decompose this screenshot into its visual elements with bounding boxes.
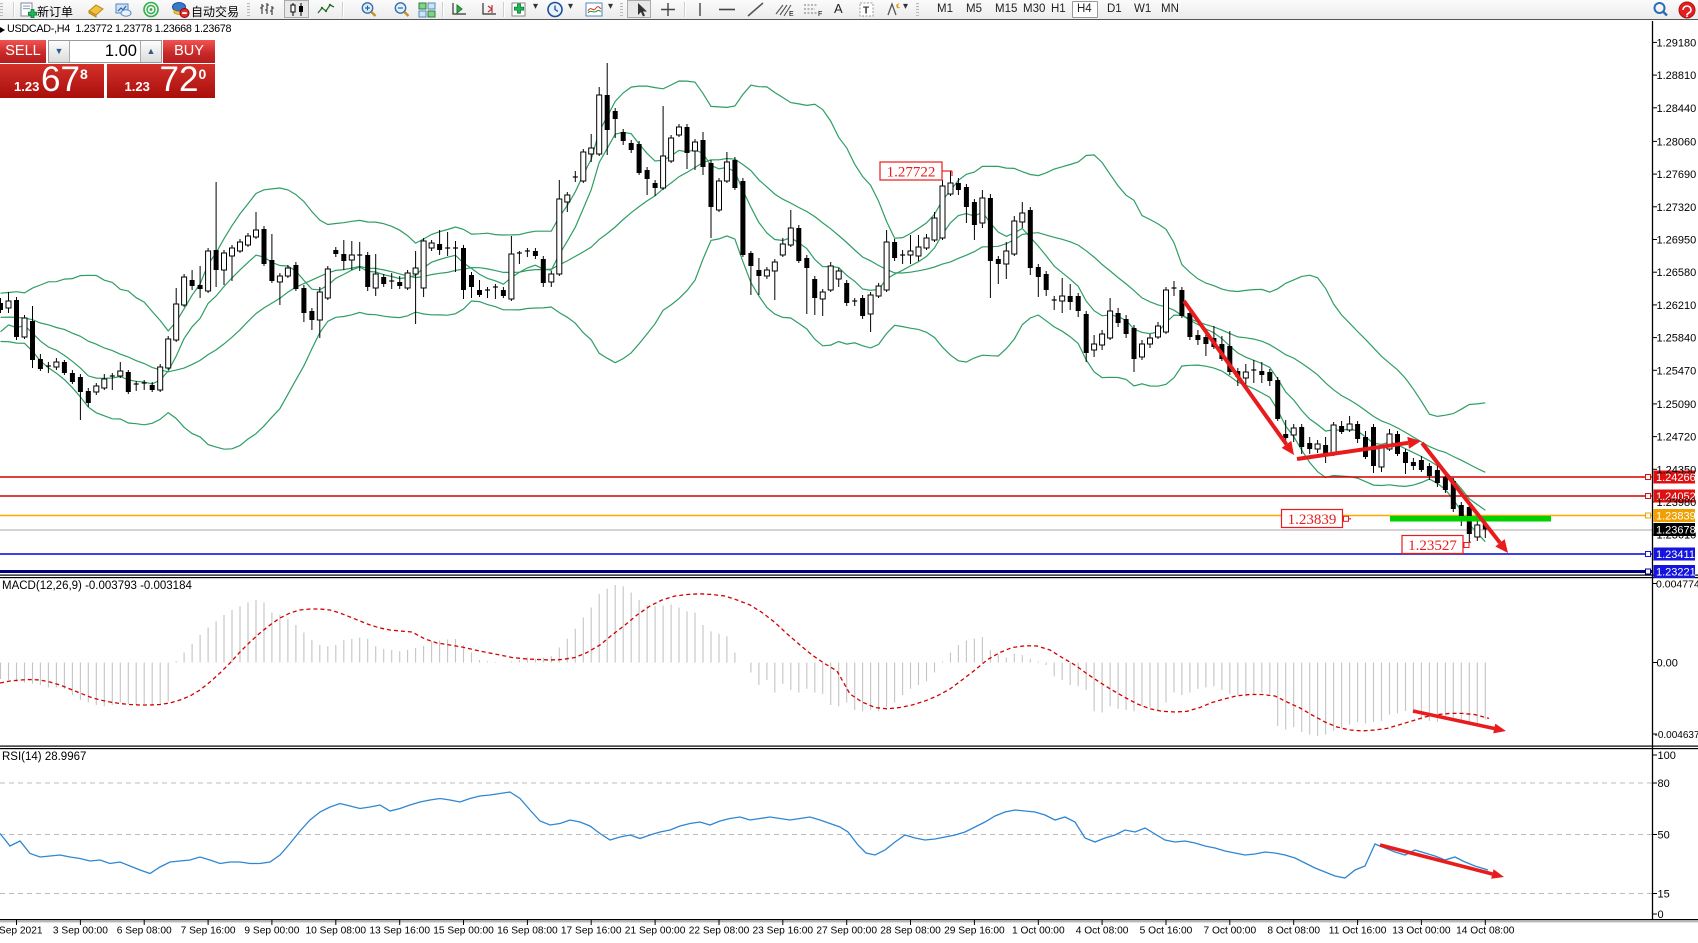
svg-text:50: 50 [1658, 830, 1670, 842]
svg-text:6 Sep 08:00: 6 Sep 08:00 [117, 926, 172, 937]
svg-text:17 Sep 16:00: 17 Sep 16:00 [561, 926, 622, 937]
svg-text:5 Oct 16:00: 5 Oct 16:00 [1140, 926, 1193, 937]
svg-text:4 Oct 08:00: 4 Oct 08:00 [1076, 926, 1129, 937]
svg-text:28 Sep 08:00: 28 Sep 08:00 [880, 926, 941, 937]
svg-text:9 Sep 00:00: 9 Sep 00:00 [244, 926, 299, 937]
svg-text:1.23527: 1.23527 [1408, 538, 1457, 554]
svg-text:1.28810: 1.28810 [1657, 70, 1697, 82]
svg-text:27 Sep 00:00: 27 Sep 00:00 [816, 926, 877, 937]
svg-text:1 Oct 00:00: 1 Oct 00:00 [1012, 926, 1065, 937]
svg-text:1.23839: 1.23839 [1288, 512, 1337, 528]
svg-text:1.24720: 1.24720 [1657, 432, 1697, 444]
svg-text:-0.004637: -0.004637 [1655, 730, 1698, 741]
svg-text:15: 15 [1658, 889, 1670, 901]
svg-text:21 Sep 00:00: 21 Sep 00:00 [625, 926, 686, 937]
svg-text:3 Sep 00:00: 3 Sep 00:00 [53, 926, 108, 937]
svg-text:MACD(12,26,9) -0.003793 -0.003: MACD(12,26,9) -0.003793 -0.003184 [2, 580, 192, 592]
svg-text:1.25090: 1.25090 [1657, 399, 1697, 411]
svg-text:1.27722: 1.27722 [887, 164, 936, 180]
svg-text:7 Sep 16:00: 7 Sep 16:00 [181, 926, 236, 937]
svg-text:1.23839: 1.23839 [1656, 510, 1696, 522]
svg-text:22 Sep 08:00: 22 Sep 08:00 [689, 926, 750, 937]
svg-text:2 Sep 2021: 2 Sep 2021 [0, 926, 43, 937]
svg-text:1.27320: 1.27320 [1657, 202, 1697, 214]
svg-text:1.28440: 1.28440 [1657, 103, 1697, 115]
svg-text:1.28060: 1.28060 [1657, 136, 1697, 148]
svg-text:1.25840: 1.25840 [1657, 333, 1697, 345]
svg-text:13 Sep 16:00: 13 Sep 16:00 [369, 926, 430, 937]
svg-text:1.23980: 1.23980 [1657, 497, 1697, 509]
svg-text:1.24350: 1.24350 [1657, 464, 1697, 476]
svg-text:1.25470: 1.25470 [1657, 365, 1697, 377]
svg-text:8 Oct 08:00: 8 Oct 08:00 [1267, 926, 1320, 937]
svg-text:100: 100 [1658, 750, 1676, 762]
svg-text:0.004774: 0.004774 [1656, 579, 1698, 591]
svg-text:29 Sep 16:00: 29 Sep 16:00 [944, 926, 1005, 937]
svg-text:11 Oct 16:00: 11 Oct 16:00 [1329, 926, 1387, 937]
svg-text:1.26210: 1.26210 [1657, 300, 1697, 312]
svg-text:1.23678: 1.23678 [1656, 524, 1696, 536]
svg-text:16 Sep 08:00: 16 Sep 08:00 [497, 926, 558, 937]
svg-text:23 Sep 16:00: 23 Sep 16:00 [752, 926, 813, 937]
svg-text:1.23411: 1.23411 [1656, 549, 1695, 561]
svg-text:1.29180: 1.29180 [1657, 37, 1697, 49]
svg-text:E: E [789, 11, 794, 18]
svg-text:7 Oct 00:00: 7 Oct 00:00 [1203, 926, 1256, 937]
svg-text:1.27690: 1.27690 [1657, 169, 1697, 181]
svg-text:1.26580: 1.26580 [1657, 267, 1697, 279]
svg-text:15 Sep 00:00: 15 Sep 00:00 [433, 926, 494, 937]
svg-text:14 Oct 08:00: 14 Oct 08:00 [1456, 926, 1515, 937]
svg-text:0.00: 0.00 [1657, 658, 1678, 670]
svg-text:13 Oct 00:00: 13 Oct 00:00 [1392, 926, 1451, 937]
svg-text:0: 0 [1658, 909, 1664, 921]
svg-text:F: F [818, 11, 822, 18]
svg-text:RSI(14) 28.9967: RSI(14) 28.9967 [2, 751, 86, 763]
svg-text:10 Sep 08:00: 10 Sep 08:00 [305, 926, 366, 937]
svg-text:T: T [863, 6, 869, 17]
svg-text:80: 80 [1658, 778, 1670, 790]
svg-text:1.26950: 1.26950 [1657, 235, 1697, 247]
svg-text:1.23221: 1.23221 [1656, 566, 1696, 578]
